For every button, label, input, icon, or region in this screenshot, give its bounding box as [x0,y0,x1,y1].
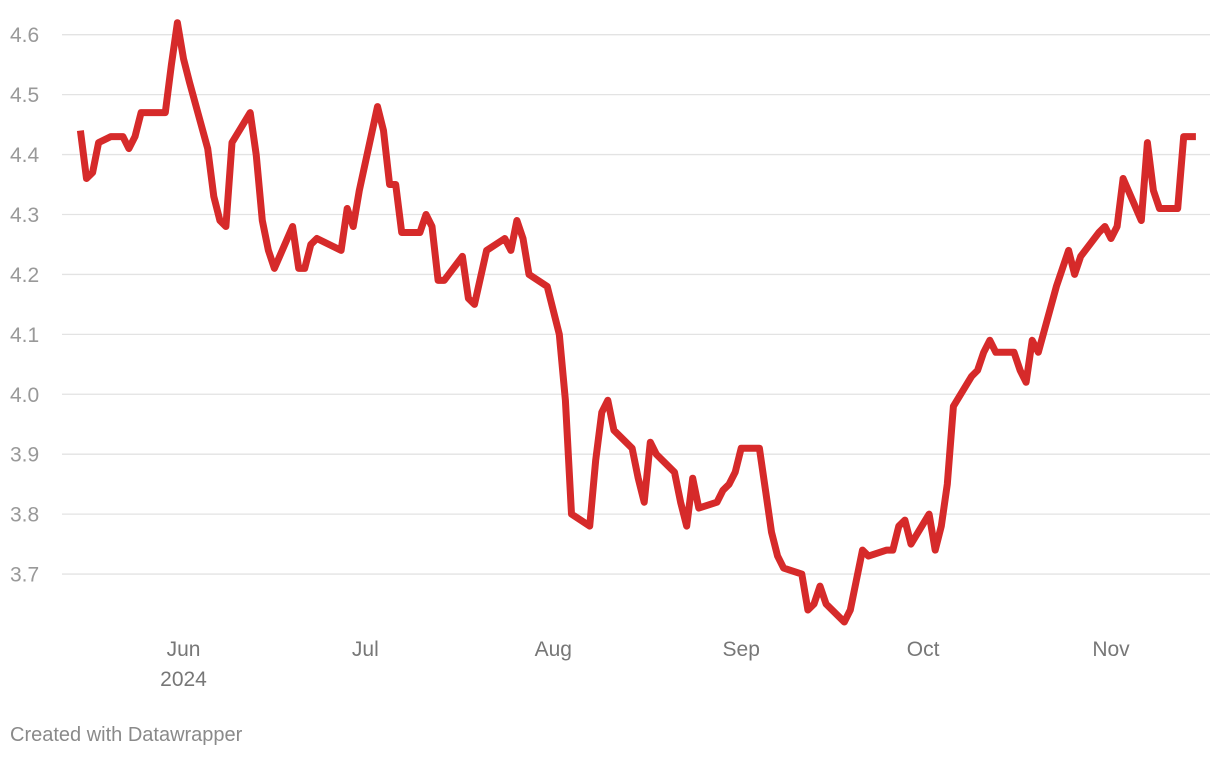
y-tick-label: 3.8 [10,504,39,527]
y-tick-label: 4.3 [10,204,39,227]
y-tick-label: 4.5 [10,84,39,107]
y-tick-label: 3.7 [10,564,39,587]
datawrapper-credit: Created with Datawrapper [10,724,243,746]
gridlines [62,34,1210,575]
x-tick-year-label: 2024 [160,668,207,691]
x-tick-label: Sep [723,638,760,661]
x-tick-label: Jul [352,638,379,661]
y-tick-label: 4.1 [10,324,39,347]
y-tick-label: 4.0 [10,384,39,407]
x-tick-label: Jun [167,638,201,661]
y-tick-label: 4.2 [10,264,39,287]
x-tick-label: Aug [535,638,572,661]
y-tick-label: 4.6 [10,24,39,47]
series-line [76,19,1196,626]
y-axis-ticks: 3.7 3.8 3.9 4.0 4.1 4.2 4.3 4.4 4.5 4.6 [10,24,40,586]
y-tick-label: 3.9 [10,444,39,467]
y-tick-label: 4.4 [10,144,40,167]
x-tick-label: Oct [907,638,940,661]
x-tick-label: Nov [1092,638,1130,661]
series-layer [76,19,1196,626]
line-chart: 3.73.83.94.04.14.24.34.44.54.6 Jun2024Ju… [10,19,1210,691]
x-axis-ticks: Jun 2024 Jul Aug Sep Oct Nov [160,638,1130,691]
